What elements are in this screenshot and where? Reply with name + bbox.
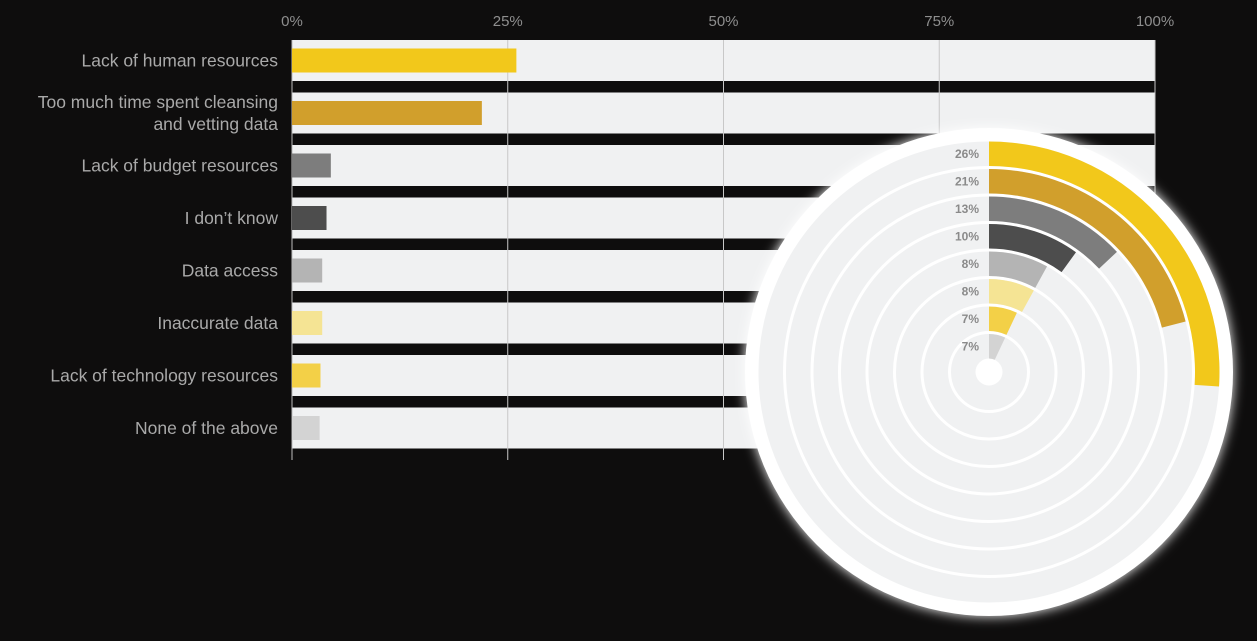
radial-value-label: 10% <box>955 229 979 243</box>
radial-value-label: 21% <box>955 174 979 188</box>
x-tick-label: 100% <box>1136 13 1174 30</box>
radial-value-label: 7% <box>962 339 980 353</box>
radial-ring <box>865 248 1113 496</box>
x-tick-label: 0% <box>281 13 303 30</box>
category-label: Lack of technology resources <box>50 366 278 386</box>
radial-ring <box>783 166 1195 578</box>
category-label: None of the above <box>135 418 278 438</box>
radial-value-label: 26% <box>955 147 979 161</box>
radial-bar <box>989 279 1034 312</box>
radial-bar <box>989 169 1186 328</box>
radial-bar <box>989 251 1048 288</box>
category-label: Data access <box>182 261 279 281</box>
radial-value-label: 13% <box>955 202 979 216</box>
radial-ring <box>838 221 1140 523</box>
radial-value-label: 8% <box>962 284 980 298</box>
radial-bar <box>989 224 1076 273</box>
radial-ring <box>948 331 1030 413</box>
bar <box>292 101 482 125</box>
radial-ring <box>810 193 1168 551</box>
x-tick-label: 75% <box>924 13 954 30</box>
category-label: Too much time spent cleansing <box>38 92 278 112</box>
radial-value-label: 7% <box>962 312 980 326</box>
bar <box>292 153 331 178</box>
bar <box>292 206 327 230</box>
bar <box>292 258 323 283</box>
radial-ring <box>920 303 1058 441</box>
radial-ring <box>893 276 1085 468</box>
radial-ring <box>755 138 1223 606</box>
radial-value-label: 8% <box>962 257 980 271</box>
radial-center <box>977 360 1001 384</box>
bar <box>292 416 320 440</box>
category-label: Lack of human resources <box>82 51 279 71</box>
radial-bar-chart: 26% 21% 13% 10% 8% 8% 7% 7% <box>745 128 1233 616</box>
x-tick-label: 50% <box>708 13 738 30</box>
bar <box>292 311 323 335</box>
radial-bar <box>989 334 1006 360</box>
category-label: I don’t know <box>185 208 279 228</box>
radial-bar <box>989 306 1017 335</box>
category-label: and vetting data <box>153 114 278 134</box>
radial-bar <box>989 196 1117 269</box>
bar <box>292 363 321 388</box>
radial-bar <box>989 141 1220 387</box>
x-tick-label: 25% <box>493 13 523 30</box>
category-label: Inaccurate data <box>157 313 278 333</box>
bar <box>292 48 517 73</box>
category-label: Lack of budget resources <box>81 156 278 176</box>
